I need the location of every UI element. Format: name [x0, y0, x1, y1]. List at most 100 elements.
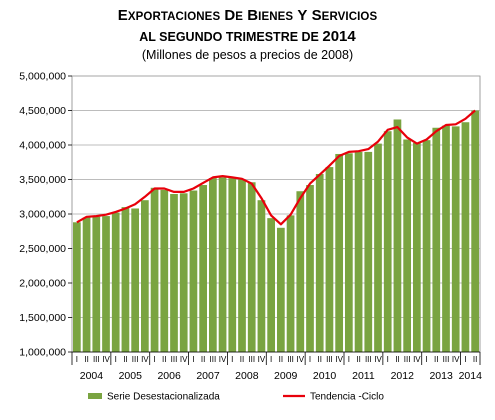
quarter-label: I — [464, 355, 466, 364]
quarter-label: I — [348, 355, 350, 364]
y-tick-label: 2,500,000 — [19, 243, 66, 255]
bar — [179, 193, 188, 352]
y-tick-label: 3,500,000 — [19, 174, 66, 186]
year-label: 2009 — [274, 370, 298, 382]
quarter-label: I — [425, 355, 427, 364]
bar — [82, 217, 91, 352]
chart-title-prefix: al segundo trimestre de — [139, 30, 323, 44]
chart-title-year: 2014 — [322, 28, 356, 45]
chart-subtitle: (Millones de pesos a precios de 2008) — [141, 48, 354, 62]
y-tick-label: 5,000,000 — [19, 71, 66, 83]
bar — [432, 127, 441, 352]
chart-title: EXPORTACIONES DE BIENES Y SERVICIOS — [0, 6, 495, 27]
bar — [383, 131, 392, 352]
bar — [413, 142, 421, 352]
bar — [228, 178, 237, 352]
quarter-label: IV — [258, 355, 266, 364]
quarter-label: III — [326, 355, 333, 364]
bar — [296, 191, 305, 352]
quarter-label: II — [84, 355, 88, 364]
bar — [277, 227, 285, 352]
legend-bar-swatch — [88, 393, 102, 399]
quarter-label: I — [153, 355, 155, 364]
bar — [257, 200, 266, 352]
year-label: 2008 — [235, 370, 259, 382]
bar — [422, 140, 431, 352]
year-label: 2012 — [391, 370, 415, 382]
year-label: 2006 — [157, 370, 181, 382]
quarter-label: II — [395, 355, 399, 364]
bar — [170, 193, 178, 352]
quarter-label: III — [365, 355, 372, 364]
quarter-label: III — [404, 355, 411, 364]
quarter-label: III — [171, 355, 178, 364]
quarter-label: II — [473, 355, 477, 364]
quarter-label: IV — [180, 355, 188, 364]
bar — [335, 153, 343, 352]
quarter-label: I — [387, 355, 389, 364]
bar — [442, 125, 450, 353]
quarter-label: III — [443, 355, 450, 364]
year-label: 2010 — [313, 370, 337, 382]
y-tick-label: 2,000,000 — [19, 278, 66, 290]
bar — [102, 216, 110, 352]
bar — [267, 218, 275, 352]
year-label: 2011 — [352, 370, 375, 382]
quarter-label: I — [192, 355, 194, 364]
bar — [160, 189, 169, 352]
bar — [131, 208, 139, 352]
quarter-label: IV — [374, 355, 382, 364]
y-tick-label: 4,500,000 — [19, 105, 66, 117]
quarter-label: IV — [452, 355, 460, 364]
year-label: 2014 — [459, 370, 483, 382]
quarter-label: IV — [102, 355, 110, 364]
bar — [345, 153, 353, 352]
bar — [403, 139, 411, 352]
y-tick-label: 1,500,000 — [19, 312, 66, 324]
bar — [73, 222, 81, 352]
bar — [451, 126, 460, 353]
quarter-label: I — [270, 355, 272, 364]
quarter-label: II — [356, 355, 360, 364]
quarter-label: II — [279, 355, 283, 364]
quarter-label: II — [240, 355, 244, 364]
quarter-label: I — [76, 355, 78, 364]
chart-title-text: EXPORTACIONES DE BIENES Y SERVICIOS — [117, 7, 378, 24]
bar — [141, 200, 149, 352]
bar — [393, 119, 402, 352]
bar — [189, 190, 198, 352]
bar — [121, 207, 130, 352]
bar — [306, 185, 314, 352]
quarter-label: II — [317, 355, 321, 364]
quarter-label: IV — [141, 355, 149, 364]
quarter-label: III — [93, 355, 100, 364]
bar — [218, 177, 227, 352]
bar — [247, 182, 256, 352]
bar — [238, 179, 246, 352]
quarter-label: II — [434, 355, 438, 364]
chart-titles: EXPORTACIONES DE BIENES Y SERVICIOS al s… — [0, 6, 495, 64]
year-label: 2005 — [119, 370, 143, 382]
bar — [354, 151, 363, 352]
bar — [150, 187, 159, 352]
bar — [471, 110, 479, 352]
quarter-label: I — [309, 355, 311, 364]
quarter-label: II — [162, 355, 166, 364]
bar — [315, 173, 324, 352]
year-label: 2007 — [196, 370, 220, 382]
bar — [374, 143, 382, 352]
year-label: 2013 — [429, 370, 453, 382]
quarter-label: II — [201, 355, 205, 364]
bar — [461, 122, 470, 352]
bar — [286, 215, 295, 352]
year-label: 2004 — [80, 370, 104, 382]
legend-bar-label: Serie Desestacionalizada — [107, 392, 220, 403]
quarter-label: I — [115, 355, 117, 364]
y-tick-label: 4,000,000 — [19, 140, 66, 152]
quarter-label: IV — [413, 355, 421, 364]
bar — [209, 178, 217, 352]
quarter-label: III — [287, 355, 294, 364]
quarter-label: I — [231, 355, 233, 364]
quarter-label: III — [210, 355, 217, 364]
